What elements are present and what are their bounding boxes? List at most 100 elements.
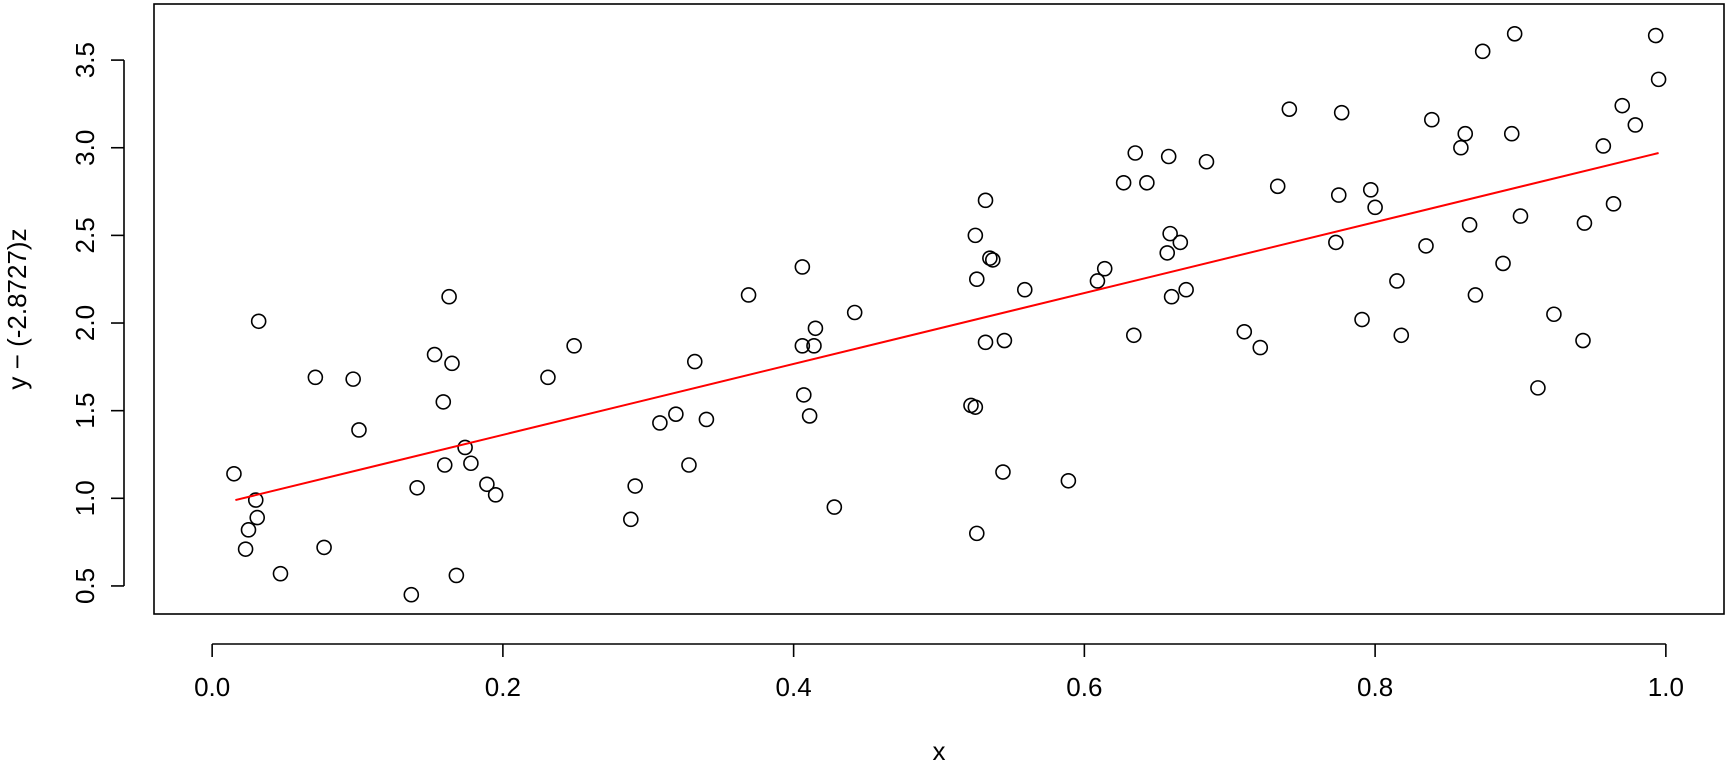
data-point [967, 227, 984, 244]
x-axis-title: x [933, 736, 946, 766]
data-point [1614, 97, 1631, 114]
data-point [272, 565, 289, 582]
y-tick-label: 1.5 [70, 393, 100, 429]
data-point [1424, 111, 1440, 128]
data-point [1172, 234, 1189, 251]
data-point [623, 511, 639, 528]
data-point [1159, 245, 1176, 261]
data-point [1163, 288, 1180, 305]
y-tick-label: 2.0 [70, 305, 100, 341]
data-point [1506, 25, 1523, 42]
data-point [463, 455, 479, 472]
data-point [995, 464, 1011, 480]
y-tick-label: 3.5 [70, 42, 100, 78]
y-tick-label: 3.0 [70, 130, 100, 166]
data-point [1575, 332, 1591, 349]
data-point [1576, 215, 1593, 231]
data-point [436, 457, 453, 473]
data-point [846, 304, 863, 321]
data-point [444, 355, 460, 372]
data-point [996, 332, 1013, 349]
data-point [1162, 225, 1178, 242]
data-point [1125, 327, 1142, 344]
data-point [1605, 196, 1622, 212]
data-point [968, 525, 985, 542]
data-point [1512, 208, 1529, 224]
data-point [1115, 174, 1132, 191]
data-point [1127, 145, 1144, 161]
data-point [540, 369, 556, 386]
data-point [794, 259, 811, 275]
data-point [1595, 138, 1612, 154]
data-point [403, 586, 420, 603]
data-point [1367, 199, 1383, 216]
data-point [351, 422, 367, 438]
data-point [1495, 255, 1511, 272]
data-point [1160, 148, 1177, 165]
y-tick-label: 1.0 [70, 480, 100, 516]
plot-frame [153, 3, 1725, 615]
data-point [1236, 323, 1253, 340]
data-point [426, 346, 443, 363]
x-axis: 0.0 0.2 0.4 0.6 0.8 1.0 [194, 643, 1684, 702]
data-point [698, 411, 715, 428]
data-point [977, 192, 994, 209]
data-point [826, 499, 843, 515]
data-point [1418, 238, 1434, 254]
data-point [1333, 104, 1350, 121]
y-tick-label: 0.5 [70, 568, 100, 604]
data-point [249, 509, 266, 526]
data-point [1139, 174, 1155, 191]
data-point [1198, 153, 1215, 170]
x-tick-label: 1.0 [1648, 672, 1684, 702]
data-point [627, 478, 643, 494]
data-point [1647, 27, 1664, 44]
data-point [1393, 327, 1410, 344]
data-point [807, 320, 824, 337]
data-point [487, 487, 504, 503]
x-tick-label: 0.8 [1357, 672, 1393, 702]
data-point [1328, 234, 1344, 251]
data-point [250, 313, 267, 330]
data-point [1060, 472, 1077, 489]
x-tick-label: 0.4 [776, 672, 812, 702]
y-tick-label: 2.5 [70, 217, 100, 253]
data-point [1252, 339, 1269, 356]
data-point [435, 394, 452, 410]
data-point [441, 288, 457, 305]
data-point [409, 479, 425, 496]
x-tick-label: 0.0 [194, 672, 230, 702]
data-point [1354, 311, 1370, 328]
data-point [1474, 43, 1491, 60]
x-tick-label: 0.6 [1066, 672, 1102, 702]
data-point [448, 567, 465, 584]
fit-line [235, 152, 1659, 502]
points-layer [226, 25, 1667, 603]
data-point [1089, 273, 1106, 289]
data-point [686, 353, 703, 370]
data-point [307, 369, 324, 386]
data-point [1016, 281, 1033, 298]
x-tick-label: 0.2 [485, 672, 521, 702]
data-point [1096, 260, 1113, 277]
data-point [1650, 71, 1667, 88]
data-point [968, 271, 985, 288]
data-point [1389, 273, 1405, 289]
data-point [1457, 125, 1474, 142]
data-point [247, 492, 264, 508]
y-axis-title: y − (-2.8727)z [2, 228, 32, 389]
data-point [316, 539, 332, 556]
data-point [1530, 380, 1546, 396]
data-point [740, 287, 757, 303]
data-point [1453, 139, 1469, 156]
data-point [796, 387, 812, 403]
data-point [1503, 125, 1520, 142]
data-point [1269, 178, 1286, 195]
fit-line-layer [235, 152, 1659, 502]
data-point [982, 250, 998, 266]
data-point [237, 541, 254, 557]
data-point [1362, 182, 1379, 198]
data-point [794, 338, 811, 354]
